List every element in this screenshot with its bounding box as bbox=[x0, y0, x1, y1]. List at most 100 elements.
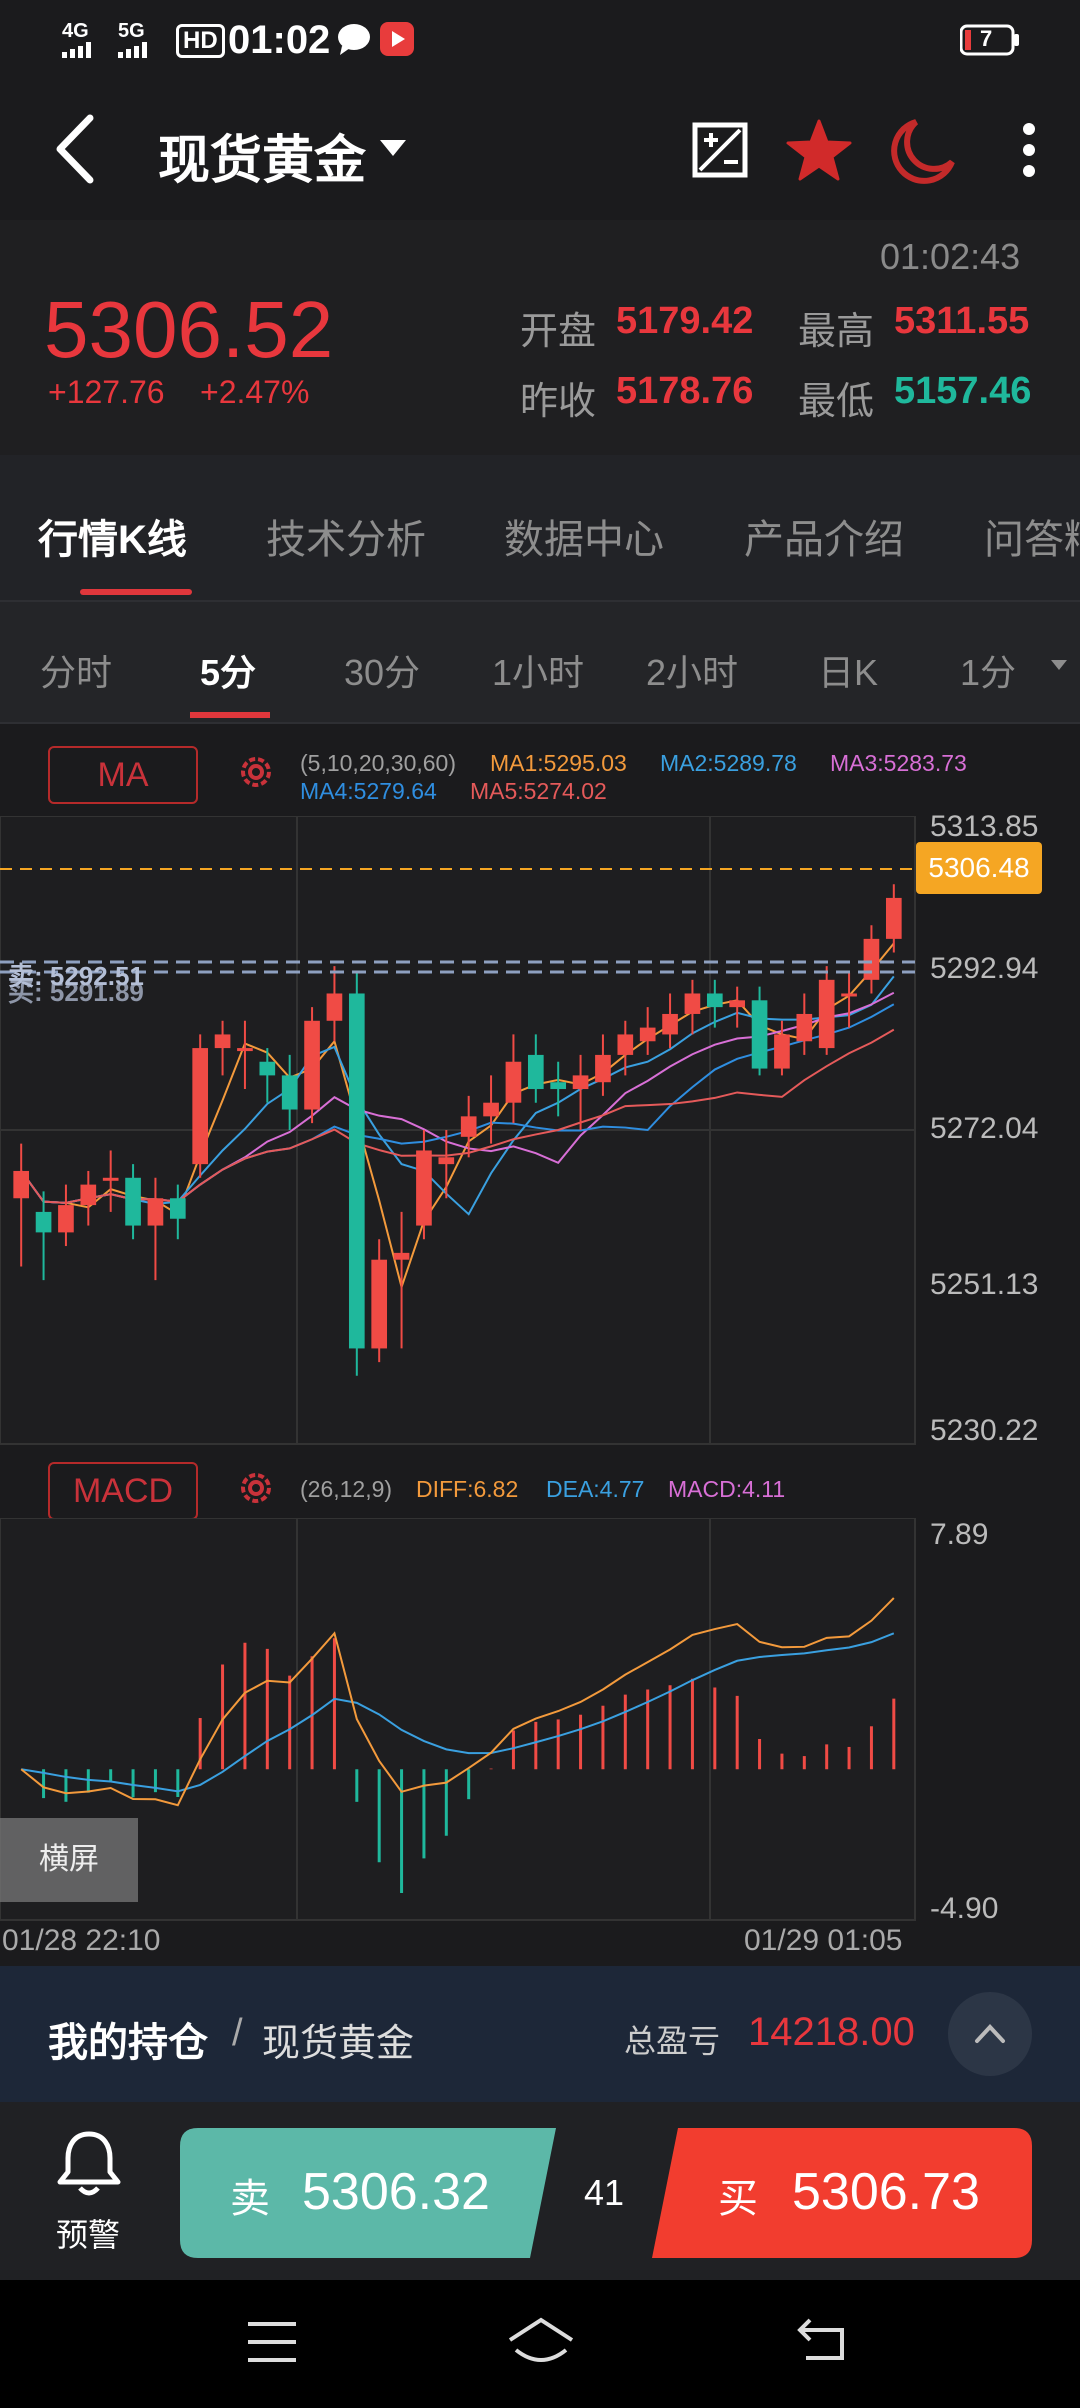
period-daily[interactable]: 日K bbox=[818, 652, 879, 693]
candle-body bbox=[550, 1082, 567, 1090]
y-label-3: 5272.04 bbox=[930, 1112, 1039, 1145]
ma1-value: MA1:5295.03 bbox=[490, 750, 627, 776]
candle-body bbox=[505, 1061, 522, 1103]
more-icon[interactable] bbox=[1018, 122, 1040, 183]
macd-settings-icon[interactable] bbox=[236, 1468, 276, 1513]
period-5min[interactable]: 5分 bbox=[200, 652, 257, 693]
candle-body bbox=[706, 993, 723, 1008]
y-label-5: 5230.22 bbox=[930, 1414, 1039, 1447]
pnl-value: 14218.00 bbox=[748, 2010, 915, 2054]
battery-icon bbox=[959, 24, 1020, 61]
tab-data-center[interactable]: 数据中心 bbox=[504, 518, 664, 562]
candle-body bbox=[483, 1102, 499, 1117]
candle-body bbox=[572, 1075, 589, 1090]
candlestick-chart[interactable] bbox=[0, 816, 1080, 1476]
macd-y-bottom: -4.90 bbox=[930, 1892, 999, 1925]
period-1hour[interactable]: 1小时 bbox=[492, 652, 585, 693]
candle-body bbox=[281, 1075, 298, 1110]
buy-button[interactable]: 买 5306.73 bbox=[652, 2128, 1032, 2258]
high-label: 最高 bbox=[798, 311, 875, 353]
position-bar[interactable]: 我的持仓 / 现货黄金 总盈亏 14218.00 bbox=[0, 1966, 1080, 2102]
candle-body bbox=[125, 1177, 141, 1226]
signal-icon-2 bbox=[118, 42, 162, 63]
page-title[interactable]: 现货黄金 bbox=[158, 132, 367, 190]
prev-close-value: 5178.76 bbox=[616, 370, 754, 412]
candle-body bbox=[438, 1157, 455, 1165]
chart-area: MA (5,10,20,30,60) MA1:5295.03 MA2:5289.… bbox=[0, 724, 1080, 1960]
current-price-tag: 5306.48 bbox=[916, 842, 1042, 894]
position-title: 我的持仓 bbox=[48, 2021, 208, 2065]
ma-settings-icon[interactable] bbox=[236, 752, 276, 797]
alert-label[interactable]: 预警 bbox=[56, 2217, 121, 2253]
period-2hour[interactable]: 2小时 bbox=[646, 652, 739, 693]
low-label: 最低 bbox=[798, 381, 875, 423]
back-nav-icon[interactable] bbox=[796, 2316, 850, 2369]
ma-indicator-button[interactable]: MA bbox=[48, 746, 198, 804]
candle-body bbox=[662, 1013, 678, 1035]
spread-value: 41 bbox=[584, 2172, 625, 2213]
candle-body bbox=[416, 1150, 432, 1226]
star-icon[interactable] bbox=[786, 118, 852, 187]
chevron-down-icon[interactable] bbox=[378, 138, 408, 163]
system-nav-bar bbox=[0, 2280, 1080, 2408]
sell-price: 5306.32 bbox=[302, 2163, 490, 2221]
candle-body bbox=[80, 1184, 97, 1206]
ma2-value: MA2:5289.78 bbox=[660, 750, 797, 776]
section-tabs: 行情K线 技术分析 数据中心 产品介绍 问答精 bbox=[0, 455, 1080, 602]
tab-technical[interactable]: 技术分析 bbox=[266, 518, 426, 562]
network-5g: 5G bbox=[118, 20, 145, 42]
low-value: 5157.46 bbox=[894, 370, 1032, 412]
landscape-button[interactable]: 横屏 bbox=[0, 1818, 138, 1902]
back-icon[interactable] bbox=[52, 114, 98, 189]
buy-price-overlay: 买: 5291.89 bbox=[8, 977, 144, 1007]
tab-product-intro[interactable]: 产品介绍 bbox=[744, 518, 904, 562]
home-icon[interactable] bbox=[506, 2316, 576, 2371]
current-price-tag-value: 5306.48 bbox=[928, 852, 1030, 883]
period-intraday[interactable]: 分时 bbox=[40, 652, 113, 693]
candle-body bbox=[885, 897, 902, 939]
candle-body bbox=[147, 1198, 164, 1226]
pnl-label: 总盈亏 bbox=[624, 2023, 721, 2059]
trade-bar: 预警 卖 5306.32 41 买 5306.73 bbox=[0, 2102, 1080, 2280]
sell-label: 卖 bbox=[230, 2177, 270, 2221]
candle-body bbox=[35, 1211, 52, 1233]
chart-edit-icon[interactable] bbox=[692, 122, 748, 183]
position-separator: / bbox=[232, 2012, 243, 2054]
period-selector: 分时 5分 30分 1小时 2小时 日K 1分 bbox=[0, 602, 1080, 724]
period-30min[interactable]: 30分 bbox=[344, 652, 421, 693]
candle-body bbox=[617, 1034, 634, 1055]
macd-chart[interactable] bbox=[0, 1518, 1080, 1928]
signal-icon bbox=[62, 42, 106, 63]
bell-icon[interactable] bbox=[54, 2128, 124, 2203]
ma5-value: MA5:5274.02 bbox=[470, 778, 607, 804]
tab-kline[interactable]: 行情K线 bbox=[38, 518, 187, 562]
status-bar: 4G 5G HD 01:02 7 bbox=[0, 0, 1080, 80]
moon-icon[interactable] bbox=[886, 118, 956, 189]
macd-y-top: 7.89 bbox=[930, 1518, 989, 1551]
candle-body bbox=[102, 1177, 119, 1181]
expand-position-button[interactable] bbox=[948, 1992, 1032, 2076]
x-axis-start: 01/28 22:10 bbox=[2, 1924, 161, 1957]
header: 现货黄金 bbox=[0, 80, 1080, 220]
candle-body bbox=[237, 1048, 253, 1052]
menu-icon[interactable] bbox=[246, 2320, 298, 2369]
candle-body bbox=[169, 1198, 186, 1219]
sell-button[interactable]: 卖 5306.32 bbox=[180, 2128, 556, 2258]
tab-qa[interactable]: 问答精 bbox=[984, 518, 1080, 562]
quote-panel: 01:02:43 5306.52 +127.76 +2.47% 开盘 5179.… bbox=[0, 220, 1080, 455]
macd-indicator-button[interactable]: MACD bbox=[48, 1462, 198, 1520]
candle-body bbox=[393, 1252, 410, 1260]
sell-price-overlay: 卖: 5292.51 bbox=[8, 961, 144, 991]
candle-body bbox=[58, 1205, 74, 1233]
buy-price: 5306.73 bbox=[792, 2163, 980, 2221]
buy-label: 买 bbox=[718, 2177, 758, 2221]
dea-value: DEA:4.77 bbox=[546, 1476, 645, 1502]
chevron-up-icon bbox=[975, 2024, 1005, 2043]
status-time: 01:02 bbox=[228, 18, 331, 62]
ma4-value: MA4:5279.64 bbox=[300, 778, 437, 804]
macd-value: MACD:4.11 bbox=[668, 1476, 786, 1502]
candle-body bbox=[841, 993, 857, 997]
period-1min[interactable]: 1分 bbox=[960, 652, 1017, 693]
period-dropdown-icon[interactable] bbox=[1050, 658, 1068, 676]
hd-badge: HD bbox=[176, 24, 225, 58]
